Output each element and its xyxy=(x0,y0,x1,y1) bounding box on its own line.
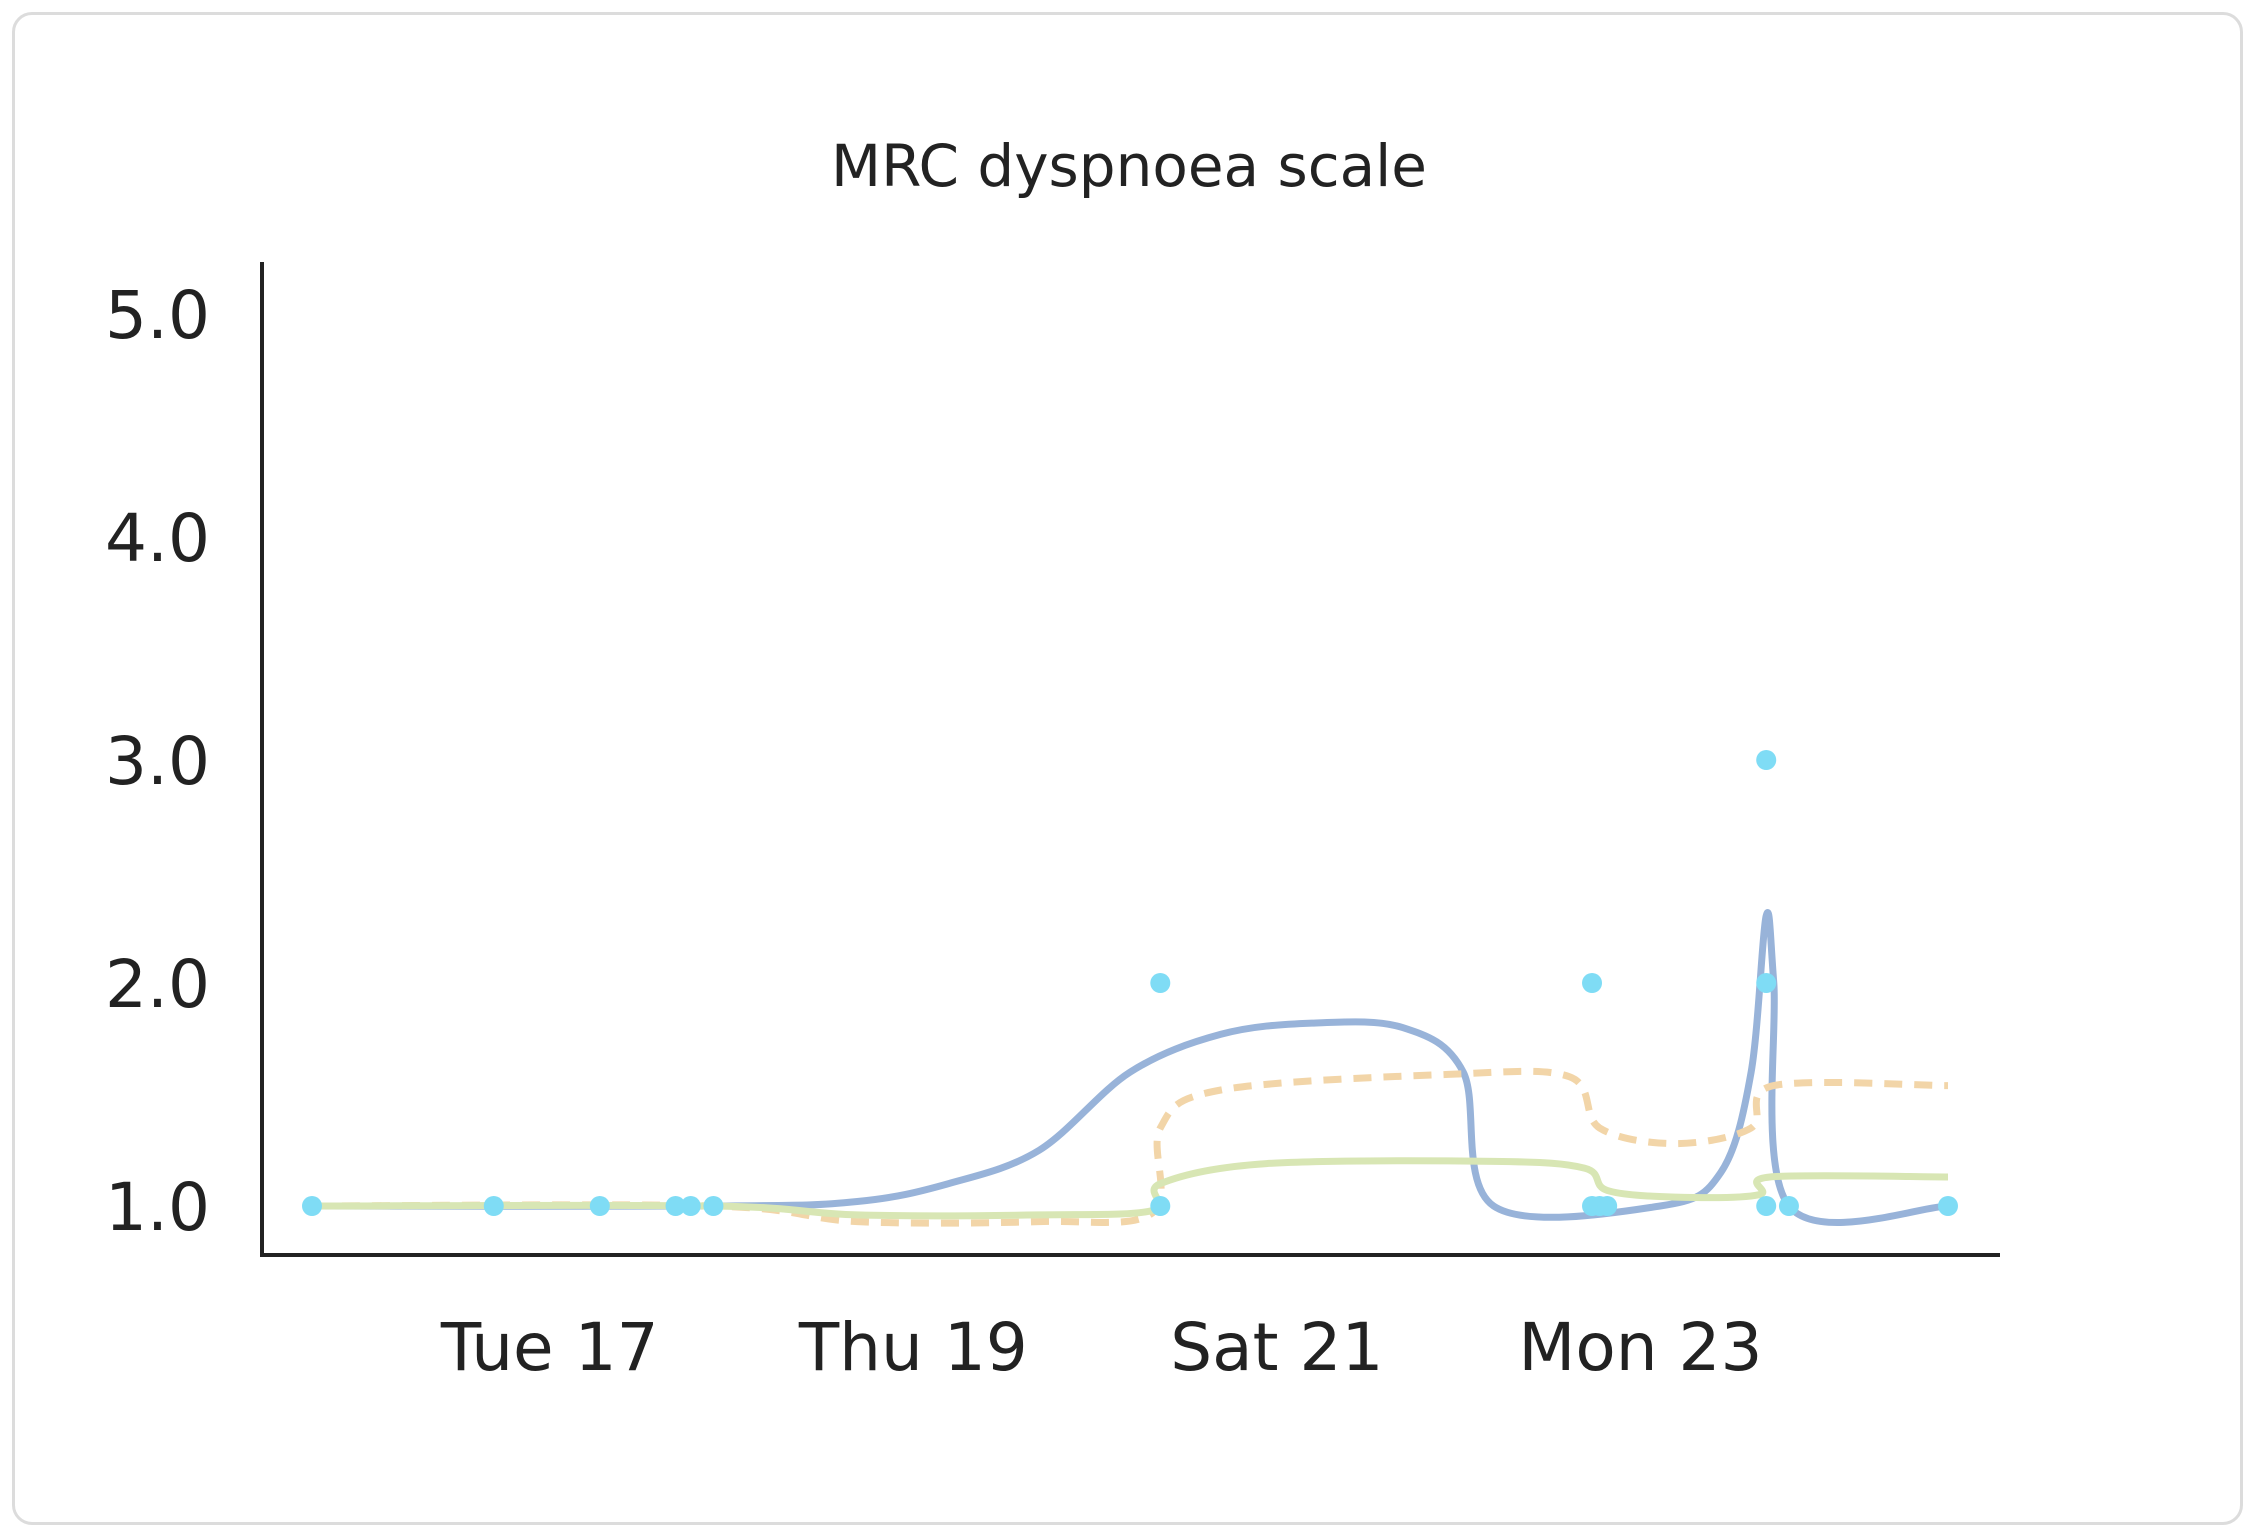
chart-title: MRC dyspnoea scale xyxy=(831,132,1427,200)
axes xyxy=(260,262,2000,1257)
data-point xyxy=(1756,973,1777,993)
y-tick-label: 5.0 xyxy=(105,277,210,354)
data-point xyxy=(703,1196,724,1216)
x-tick-label: Tue 17 xyxy=(440,1309,659,1386)
series-line-1 xyxy=(311,909,1949,1226)
data-point xyxy=(483,1196,504,1216)
x-tick-label: Thu 19 xyxy=(798,1309,1028,1386)
y-tick-label: 1.0 xyxy=(105,1169,210,1246)
x-tick-label: Sat 21 xyxy=(1170,1309,1383,1386)
data-point xyxy=(1778,1196,1799,1216)
data-points xyxy=(302,750,1958,1216)
y-tick-label: 3.0 xyxy=(105,723,210,800)
data-point xyxy=(680,1196,701,1216)
data-point xyxy=(1938,1196,1958,1216)
y-tick-label: 4.0 xyxy=(105,500,210,577)
data-point xyxy=(1150,1196,1171,1216)
data-point xyxy=(1597,1196,1618,1216)
x-tick-label: Mon 23 xyxy=(1518,1309,1762,1386)
data-point xyxy=(1756,750,1777,770)
data-point xyxy=(665,1196,686,1216)
data-point xyxy=(1756,1196,1777,1216)
tick-labels: 1.0 2.0 3.0 4.0 5.0 Tue 17 Thu 19 Sat 21 Mon 23 xyxy=(105,277,1762,1386)
series-line-2 xyxy=(311,1067,1949,1227)
chart-card xyxy=(12,12,2243,1525)
series-layer xyxy=(311,909,1949,1227)
series-line-3 xyxy=(311,1157,1949,1220)
data-point xyxy=(1582,973,1603,993)
y-tick-label: 2.0 xyxy=(105,946,210,1023)
data-point xyxy=(1150,973,1171,993)
data-point xyxy=(302,1196,322,1216)
data-point xyxy=(589,1196,610,1216)
